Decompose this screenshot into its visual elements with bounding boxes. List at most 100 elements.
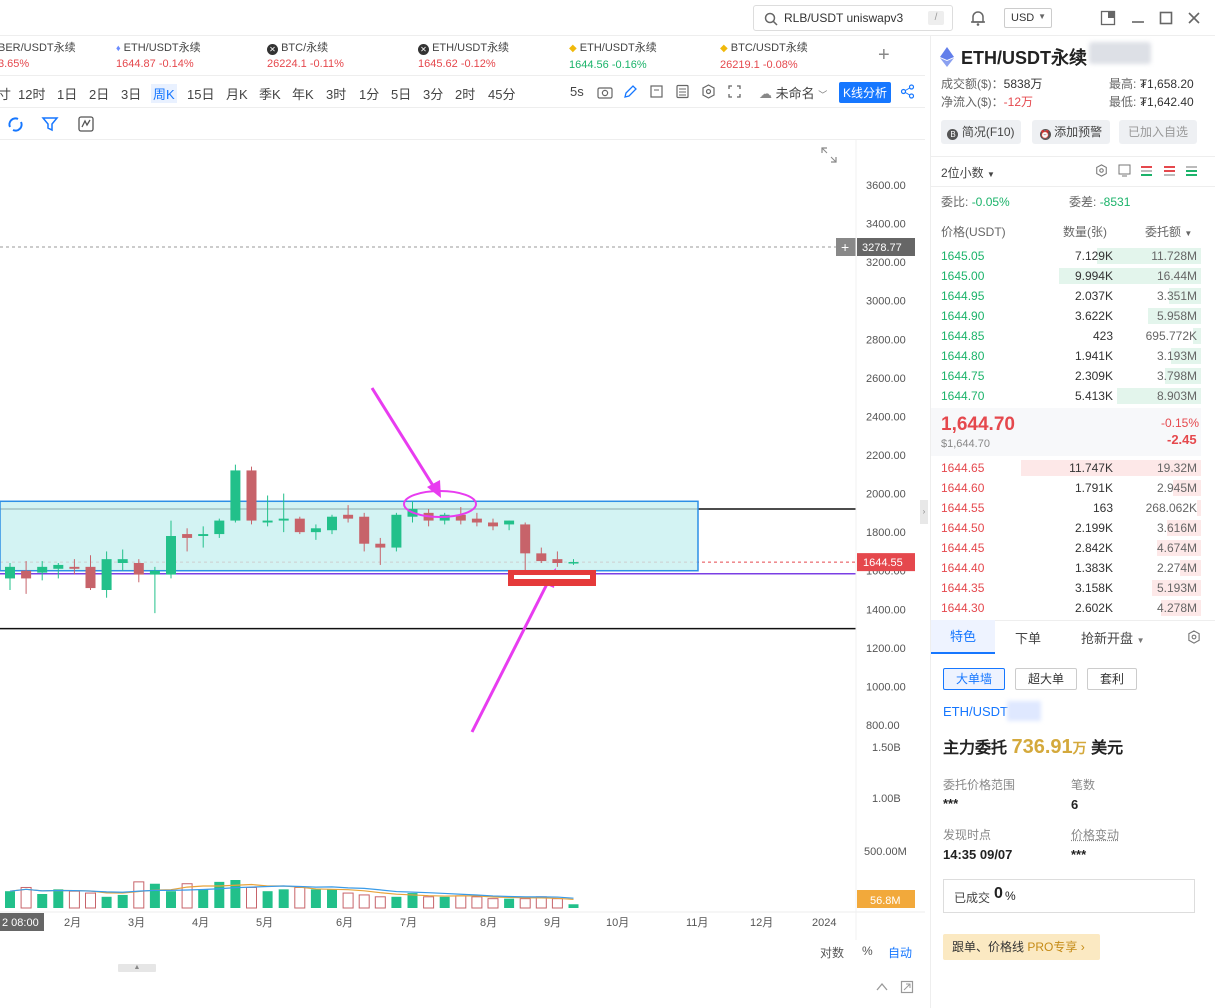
timeframe-item-active[interactable]: 周K — [151, 84, 177, 103]
orderbook-both-icon[interactable] — [1140, 164, 1153, 177]
ticker-item[interactable]: ♦ ETH/USDT永续 1644.87 -0.14% — [116, 40, 201, 72]
pencil-icon[interactable] — [623, 84, 638, 99]
expand-chart-icon[interactable] — [820, 146, 838, 164]
magnet-icon[interactable] — [6, 115, 24, 133]
bell-icon[interactable] — [969, 9, 987, 27]
decimals-select[interactable]: 2位小数 ▼ — [941, 164, 995, 181]
layout-select[interactable]: ☁ 未命名 ﹀ — [759, 83, 827, 102]
top-bar: / USD▼ — [0, 0, 1215, 36]
share-icon[interactable] — [900, 84, 915, 99]
x-tick-label: 7月 — [400, 917, 417, 929]
arrow-head — [427, 480, 441, 498]
bid-row[interactable]: 1644.50 2.199K 3.616M — [931, 518, 1201, 538]
timeframe-item[interactable]: 2时 — [455, 84, 475, 103]
currency-select[interactable]: USD ▼ — [1004, 8, 1052, 28]
order-amount: 16.44M — [1157, 269, 1197, 283]
ask-row[interactable]: 1645.05 7.129K 11.728M — [931, 246, 1201, 266]
window-icon[interactable] — [1118, 164, 1131, 177]
timeframe-item[interactable]: 1日 — [57, 84, 77, 103]
col-amount[interactable]: 委托额 ▼ — [1145, 223, 1192, 240]
add-alert-button[interactable]: ⏰ 添加预警 — [1032, 120, 1110, 144]
log-scale-toggle[interactable]: 对数 — [820, 944, 844, 961]
search-box[interactable]: / — [753, 5, 953, 31]
timeframe-item[interactable]: 3分 — [423, 84, 443, 103]
bid-row[interactable]: 1644.55 163 268.062K — [931, 498, 1201, 518]
ask-row[interactable]: 1644.85 423 695.772K — [931, 326, 1201, 346]
maximize-icon[interactable] — [1158, 10, 1174, 26]
interval-5s[interactable]: 5s — [570, 84, 584, 99]
order-price: 1644.45 — [941, 541, 984, 555]
bid-row[interactable]: 1644.60 1.791K 2.945M — [931, 478, 1201, 498]
camera-icon[interactable] — [597, 85, 613, 99]
ask-row[interactable]: 1644.95 2.037K 3.351M — [931, 286, 1201, 306]
calculator-icon[interactable] — [675, 84, 690, 99]
timeframe-item[interactable]: 45分 — [488, 84, 515, 103]
timeframe-item[interactable]: 5日 — [391, 84, 411, 103]
ticker-item[interactable]: BER/USDT永续 3.65% — [0, 40, 76, 72]
timeframe-item[interactable]: 1分 — [359, 84, 379, 103]
timeframe-item[interactable]: 2日 — [89, 84, 109, 103]
timeframe-item[interactable]: 15日 — [187, 84, 214, 103]
settings-icon[interactable] — [1187, 630, 1201, 644]
annotate-icon[interactable] — [649, 84, 664, 99]
timeframe-item[interactable]: 3时 — [326, 84, 346, 103]
chip-super-large[interactable]: 超大单 — [1015, 668, 1077, 690]
ask-row[interactable]: 1644.70 5.413K 8.903M — [931, 386, 1201, 406]
settings-icon[interactable] — [701, 84, 716, 99]
fullscreen-icon[interactable] — [727, 84, 742, 99]
close-icon[interactable] — [1186, 10, 1202, 26]
timeframe-item[interactable]: 3日 — [121, 84, 141, 103]
filter-icon[interactable] — [41, 115, 59, 133]
pair-link[interactable]: ETH/USDT — [943, 704, 1008, 719]
overview-button[interactable]: B 简况(F10) — [941, 120, 1021, 144]
percent-scale-toggle[interactable]: % — [862, 944, 873, 958]
ask-row[interactable]: 1645.00 9.994K 16.44M — [931, 266, 1201, 286]
timeframe-item[interactable]: 年K — [292, 84, 314, 103]
orderbook-asks-icon[interactable] — [1163, 164, 1176, 177]
pattern-tool-icon[interactable] — [77, 115, 95, 133]
bid-row[interactable]: 1644.45 2.842K 4.674M — [931, 538, 1201, 558]
tab-new-listing[interactable]: 抢新开盘 ▼ — [1081, 628, 1145, 647]
collapse-up-icon[interactable] — [875, 981, 889, 993]
ticker-item[interactable]: ✕ BTC/永续 26224.1 -0.11% — [267, 40, 344, 72]
volume-bar — [69, 891, 79, 908]
ticker-change: -0.14% — [159, 58, 194, 70]
bid-row[interactable]: 1644.30 2.602K 4.278M — [931, 598, 1201, 618]
orderbook-bids-icon[interactable] — [1185, 164, 1198, 177]
tab-order[interactable]: 下单 — [1015, 628, 1041, 647]
bid-row[interactable]: 1644.65 11.747K 19.32M — [931, 458, 1201, 478]
ticker-name: BER/USDT永续 — [0, 40, 76, 56]
pro-feature-button[interactable]: 跟单、价格线 PRO专享 › — [943, 934, 1100, 960]
ask-row[interactable]: 1644.90 3.622K 5.958M — [931, 306, 1201, 326]
timeframe-item[interactable]: 季K — [259, 84, 281, 103]
order-price: 1644.75 — [941, 369, 984, 383]
scroll-handle[interactable]: ▲ — [118, 964, 156, 972]
bid-row[interactable]: 1644.40 1.383K 2.274M — [931, 558, 1201, 578]
bid-row[interactable]: 1644.35 3.158K 5.193M — [931, 578, 1201, 598]
settings-icon[interactable] — [1095, 164, 1108, 177]
kline-analysis-button[interactable]: K线分析 — [839, 82, 891, 103]
collapse-panel-handle[interactable]: › — [920, 500, 928, 524]
pin-window-icon[interactable] — [1100, 10, 1116, 26]
add-ticker-icon[interactable]: + — [878, 44, 890, 67]
timeframe-item[interactable]: 月K — [226, 84, 248, 103]
ask-row[interactable]: 1644.80 1.941K 3.193M — [931, 346, 1201, 366]
ticker-item[interactable]: ✕ ETH/USDT永续 1645.62 -0.12% — [418, 40, 509, 72]
chart-canvas[interactable]: 3600.00 3400.00 3200.00 3000.00 2800.00 2600.… — [0, 140, 925, 940]
restore-icon[interactable] — [900, 980, 914, 994]
timeframe-item[interactable]: 寸 — [0, 84, 11, 103]
tab-features[interactable]: 特色 — [931, 620, 995, 654]
ticker-item[interactable]: ◆ ETH/USDT永续 1644.56 -0.16% — [569, 40, 657, 73]
added-watchlist-button[interactable]: 已加入自选 — [1119, 120, 1197, 144]
auto-scale-toggle[interactable]: 自动 — [888, 944, 912, 961]
timeframe-item[interactable]: 12时 — [18, 84, 45, 103]
kline-chart[interactable]: 3600.00 3400.00 3200.00 3000.00 2800.00 2600.… — [0, 140, 925, 940]
ticker-item[interactable]: ◆ BTC/USDT永续 26219.1 -0.08% — [720, 40, 808, 73]
volume-bar — [359, 895, 369, 908]
chip-arbitrage[interactable]: 套利 — [1087, 668, 1137, 690]
ask-row[interactable]: 1644.75 2.309K 3.798M — [931, 366, 1201, 386]
chip-large-wall[interactable]: 大单墙 — [943, 668, 1005, 690]
search-input[interactable] — [784, 9, 924, 27]
order-amount: 19.32M — [1157, 461, 1197, 475]
minimize-icon[interactable] — [1130, 10, 1146, 26]
